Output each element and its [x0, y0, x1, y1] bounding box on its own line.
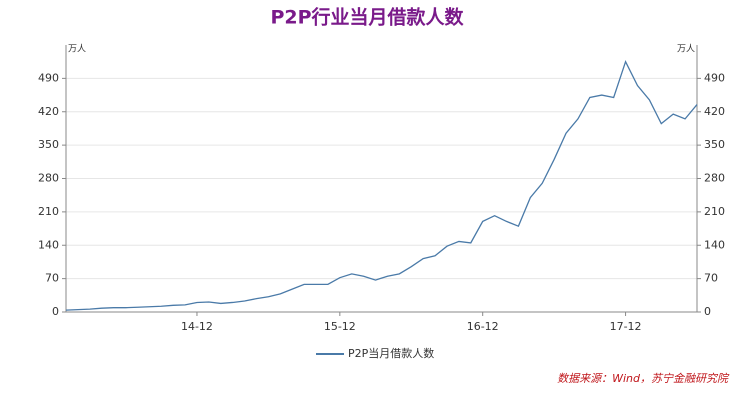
- legend-label: P2P当月借款人数: [348, 346, 434, 360]
- y-tick-label: 0: [52, 305, 59, 318]
- y2-tick-label: 280: [704, 172, 725, 185]
- x-tick-label: 16-12: [467, 320, 499, 333]
- chart-title: P2P行业当月借款人数: [270, 6, 464, 29]
- y-tick-label: 140: [38, 238, 59, 251]
- y2-tick-label: 0: [704, 305, 711, 318]
- y2-tick-label: 140: [704, 238, 725, 251]
- y2-unit: 万人: [677, 44, 695, 55]
- source-note: 数据来源：Wind，苏宁金融研究院: [557, 372, 730, 385]
- y2-tick-label: 420: [704, 105, 725, 118]
- y-tick-label: 420: [38, 105, 59, 118]
- y2-tick-label: 490: [704, 71, 725, 84]
- y2-tick-label: 350: [704, 138, 725, 151]
- y2-tick-label: 210: [704, 205, 725, 218]
- x-tick-label: 17-12: [610, 320, 642, 333]
- x-tick-label: 14-12: [181, 320, 213, 333]
- y-tick-label: 280: [38, 172, 59, 185]
- y2-tick-label: 70: [704, 272, 718, 285]
- y-tick-label: 350: [38, 138, 59, 151]
- y-tick-label: 70: [45, 272, 59, 285]
- x-tick-label: 15-12: [324, 320, 356, 333]
- y-tick-label: 210: [38, 205, 59, 218]
- data-line: [65, 59, 698, 311]
- y-tick-label: 490: [38, 71, 59, 84]
- y-unit: 万人: [68, 44, 86, 55]
